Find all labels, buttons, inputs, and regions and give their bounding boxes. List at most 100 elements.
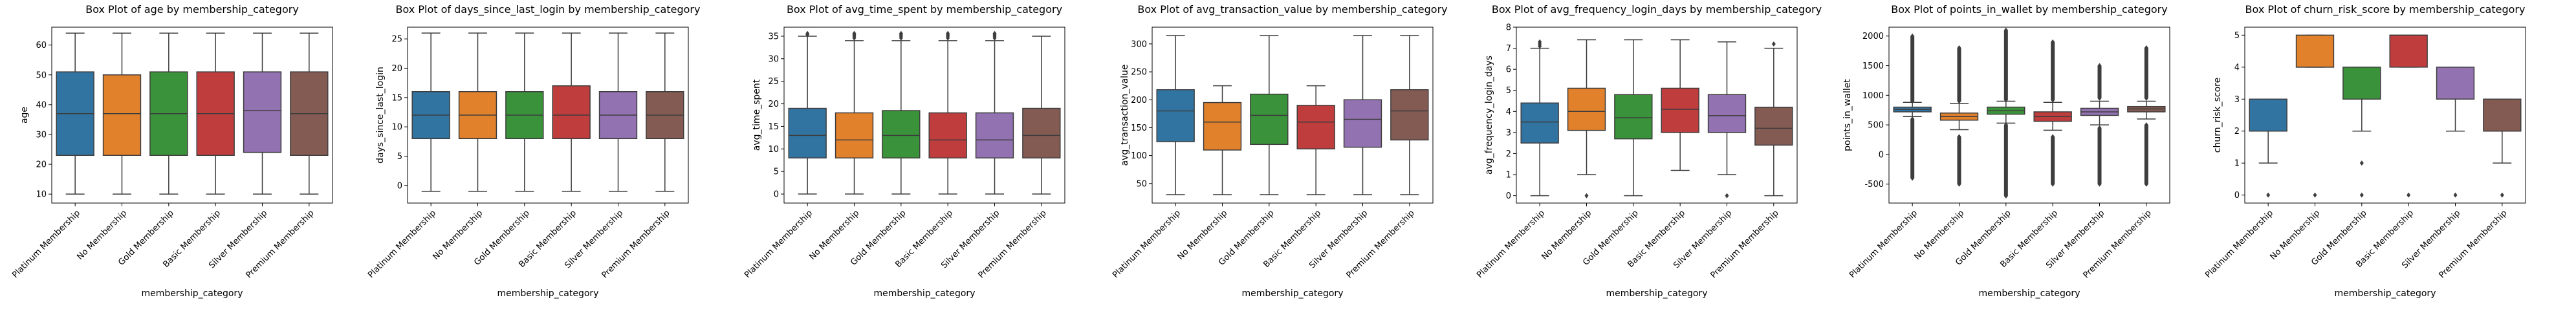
box-iqr bbox=[975, 112, 1014, 159]
outlier-point bbox=[1538, 39, 1542, 45]
outlier-point bbox=[1584, 193, 1589, 199]
x-axis-label: membership_category bbox=[2335, 288, 2436, 299]
chart-title: Box Plot of days_since_last_login by mem… bbox=[396, 3, 701, 16]
y-tick-label: 35 bbox=[768, 32, 779, 41]
box-iqr bbox=[102, 74, 142, 156]
y-tick-label: 30 bbox=[36, 130, 47, 140]
x-tick-label: No Membership bbox=[1540, 208, 1593, 262]
outlier-band bbox=[2051, 41, 2055, 100]
outlier-band bbox=[2003, 125, 2008, 197]
y-tick-label: 3 bbox=[1506, 128, 1511, 138]
boxplot-panel-4: Box Plot of avg_transaction_value by mem… bbox=[1111, 3, 1447, 299]
box-silver-membership bbox=[598, 32, 638, 192]
outlier-point bbox=[899, 30, 903, 36]
outlier-band bbox=[2051, 136, 2055, 184]
box-no-membership bbox=[1567, 39, 1606, 199]
box-iqr bbox=[1754, 107, 1793, 146]
box-basic-membership bbox=[928, 30, 967, 195]
chart-title: Box Plot of age by membership_category bbox=[85, 3, 299, 16]
y-tick-label: 10 bbox=[36, 190, 47, 200]
y-tick-label: 0 bbox=[774, 190, 779, 200]
y-tick-label: 8 bbox=[1506, 23, 1511, 33]
outlier-point bbox=[2359, 192, 2364, 198]
outlier-point bbox=[2500, 192, 2504, 198]
box-gold-membership bbox=[882, 30, 921, 195]
box-iqr bbox=[2295, 34, 2335, 68]
box-iqr bbox=[243, 71, 282, 153]
y-axis-label: days_since_last_login bbox=[375, 67, 386, 164]
box-platinum-membership bbox=[1156, 35, 1195, 195]
outlier-point bbox=[992, 30, 997, 36]
y-tick-label: -500 bbox=[1864, 180, 1884, 189]
y-axis-label: points_in_wallet bbox=[1842, 79, 1853, 151]
y-tick-label: 4 bbox=[1506, 107, 1511, 117]
x-tick-label: No Membership bbox=[75, 208, 129, 262]
x-tick-label: No Membership bbox=[1175, 208, 1229, 262]
y-tick-label: 1500 bbox=[1862, 61, 1884, 71]
plot-frame bbox=[407, 27, 689, 204]
outlier-band bbox=[2097, 65, 2102, 98]
x-axis-label: membership_category bbox=[497, 288, 599, 299]
outlier-band bbox=[2144, 125, 2148, 184]
box-no-membership bbox=[102, 32, 142, 195]
x-axis-label: membership_category bbox=[1242, 288, 1344, 299]
box-no-membership bbox=[1939, 45, 1979, 187]
box-iqr bbox=[788, 107, 827, 159]
box-basic-membership bbox=[1296, 85, 1335, 195]
box-platinum-membership bbox=[788, 30, 827, 195]
box-no-membership bbox=[2295, 34, 2335, 198]
outlier-point bbox=[1771, 41, 1776, 47]
y-tick-label: 5 bbox=[2234, 31, 2240, 41]
y-tick-label: 10 bbox=[391, 123, 402, 133]
box-iqr bbox=[552, 85, 591, 140]
y-tick-label: 2 bbox=[1506, 149, 1511, 159]
plot-frame bbox=[783, 27, 1065, 204]
box-gold-membership bbox=[149, 32, 188, 195]
y-axis-label: avg_frequency_login_days bbox=[1484, 56, 1494, 175]
box-iqr bbox=[1296, 105, 1335, 149]
y-tick-label: 2000 bbox=[1862, 32, 1884, 41]
y-tick-label: 40 bbox=[36, 100, 47, 110]
box-premium-membership bbox=[646, 32, 684, 192]
box-iqr bbox=[1390, 89, 1429, 141]
chart-title: Box Plot of avg_time_spent by membership… bbox=[787, 3, 1062, 16]
y-tick-label: 50 bbox=[1136, 179, 1147, 189]
box-iqr bbox=[1250, 93, 1289, 146]
y-tick-label: 4 bbox=[2234, 63, 2240, 72]
box-silver-membership bbox=[1707, 41, 1747, 199]
x-tick-label: No Membership bbox=[2268, 208, 2322, 262]
y-tick-label: 300 bbox=[1131, 39, 1147, 49]
y-tick-label: 1 bbox=[1506, 171, 1511, 180]
y-tick-label: 15 bbox=[391, 93, 402, 103]
y-axis-label: age bbox=[19, 107, 30, 124]
box-basic-membership bbox=[196, 32, 235, 195]
box-gold-membership bbox=[1987, 27, 2025, 199]
plot-frame bbox=[1152, 27, 1434, 204]
box-no-membership bbox=[835, 30, 874, 195]
plot-frame bbox=[1888, 27, 2170, 204]
box-iqr bbox=[2436, 67, 2475, 100]
box-iqr bbox=[1156, 89, 1195, 142]
chart-title: Box Plot of avg_transaction_value by mem… bbox=[1137, 3, 1447, 16]
box-silver-membership bbox=[2436, 67, 2475, 198]
box-basic-membership bbox=[2389, 34, 2428, 198]
box-no-membership bbox=[1203, 85, 1242, 195]
plot-frame bbox=[2244, 27, 2526, 204]
y-tick-label: 25 bbox=[768, 77, 779, 87]
y-tick-label: 20 bbox=[391, 64, 402, 74]
box-iqr bbox=[2389, 34, 2428, 68]
x-tick-label: No Membership bbox=[431, 208, 485, 262]
box-iqr bbox=[1707, 94, 1747, 133]
box-iqr bbox=[928, 112, 967, 159]
outlier-point bbox=[946, 30, 950, 36]
y-tick-label: 20 bbox=[36, 160, 47, 170]
box-premium-membership bbox=[1022, 36, 1061, 195]
y-tick-label: 0 bbox=[1506, 191, 1511, 201]
y-tick-label: 15 bbox=[768, 122, 779, 132]
box-premium-membership bbox=[2483, 98, 2522, 198]
box-gold-membership bbox=[2342, 67, 2381, 198]
outlier-band bbox=[2097, 127, 2102, 184]
box-platinum-membership bbox=[56, 32, 94, 195]
outlier-band bbox=[2003, 30, 2008, 100]
